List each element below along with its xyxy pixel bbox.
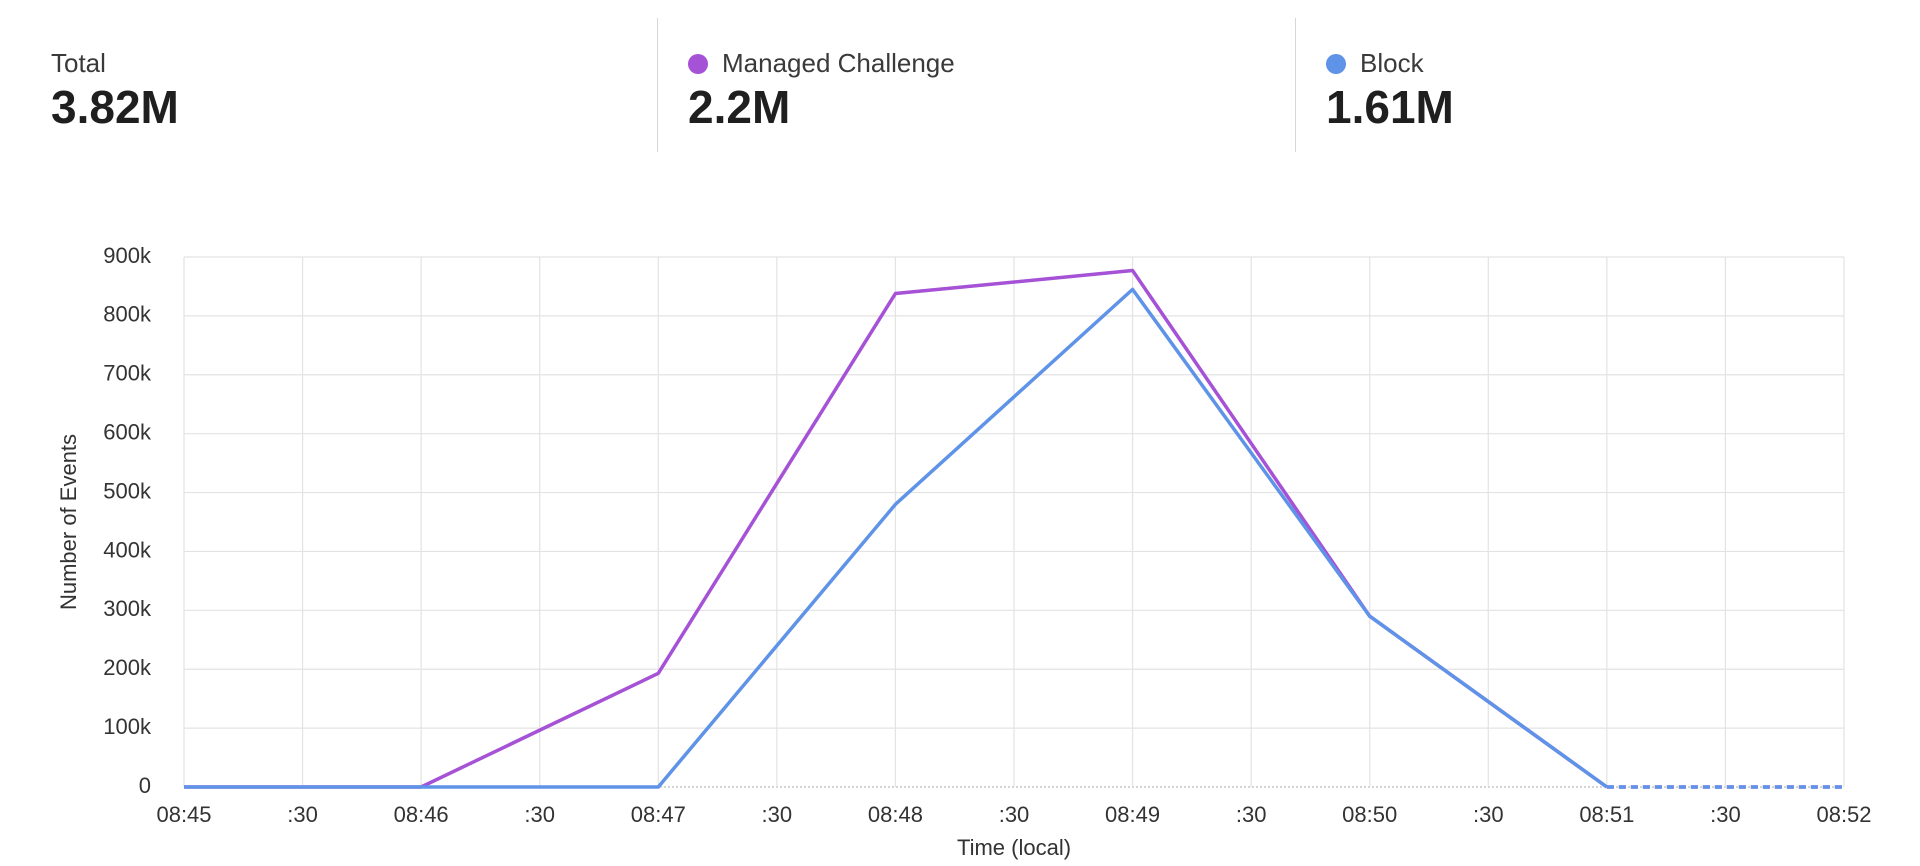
y-tick-label: 400k [103,537,152,562]
y-tick-label: 700k [103,361,152,386]
y-tick-label: 800k [103,302,152,327]
stat-label: Managed Challenge [688,48,955,79]
legend-dot [688,53,708,74]
stat-label: Block [1326,48,1424,79]
x-tick-label: 08:45 [156,802,211,827]
x-axis-title: Time (local) [957,835,1071,860]
y-tick-label: 100k [103,714,152,739]
x-tick-label: 08:52 [1816,802,1871,827]
stat-label-text: Managed Challenge [722,48,955,78]
x-tick-label: 08:47 [631,802,686,827]
y-tick-label: 300k [103,596,152,621]
y-tick-label: 500k [103,478,152,503]
stat-value: 2.2M [688,81,791,133]
y-tick-label: 900k [103,243,152,268]
divider [1295,18,1296,152]
x-tick-label: :30 [287,802,318,827]
legend-dot [1326,53,1346,74]
stat-value: 1.61M [1326,81,1454,133]
stats-bar: Total 3.82M Managed Challenge 2.2M Block… [0,0,1920,160]
x-tick-label: 08:49 [1105,802,1160,827]
y-tick-label: 600k [103,419,152,444]
y-tick-label: 200k [103,655,152,680]
x-tick-label: 08:50 [1342,802,1397,827]
x-tick-label: :30 [999,802,1030,827]
divider [657,18,658,152]
x-tick-label: 08:51 [1579,802,1634,827]
x-tick-label: 08:46 [394,802,449,827]
x-tick-label: :30 [1236,802,1267,827]
x-tick-label: :30 [1473,802,1504,827]
x-tick-label: :30 [762,802,793,827]
series-line [184,287,1608,789]
stat-value: 3.82M [51,81,179,133]
stat-label-text: Block [1360,48,1424,78]
stat-label: Total [51,48,106,79]
y-axis-title: Number of Events [56,434,81,610]
stat-label-text: Total [51,48,106,78]
y-tick-label: 0 [139,773,151,798]
x-tick-label: :30 [1710,802,1741,827]
x-tick-label: 08:48 [868,802,923,827]
x-tick-label: :30 [524,802,555,827]
